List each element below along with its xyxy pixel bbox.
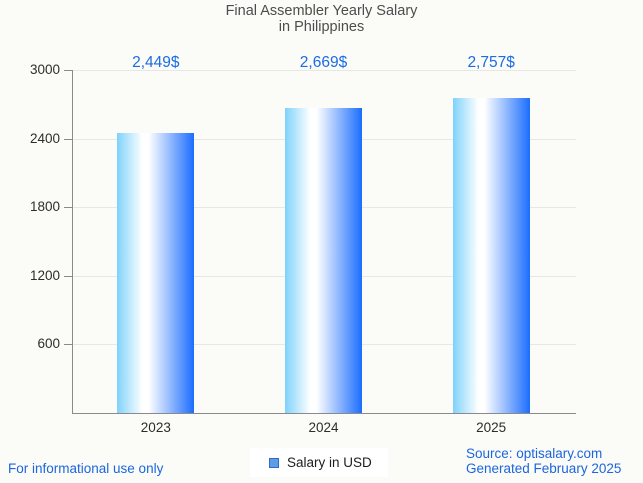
- chart-title: Final Assembler Yearly Salary in Philipp…: [0, 3, 643, 35]
- y-axis-tick: [64, 275, 72, 277]
- chart-title-line2: in Philippines: [278, 18, 365, 35]
- chart-title-line1: Final Assembler Yearly Salary: [225, 3, 418, 19]
- y-axis-label: 1800: [29, 199, 60, 215]
- bar-value-label: 2,449$: [132, 54, 180, 71]
- legend-label: Salary in USD: [287, 455, 372, 470]
- bar-2025: [452, 97, 530, 413]
- y-axis-line: [72, 70, 73, 414]
- generated-date: Generated February 2025: [466, 461, 622, 476]
- x-axis-line: [72, 413, 576, 414]
- y-axis-tick: [64, 344, 72, 346]
- y-axis-label: 600: [37, 336, 60, 352]
- x-axis-label: 2025: [476, 420, 507, 435]
- x-axis-label: 2024: [308, 420, 339, 435]
- y-axis-label: 3000: [29, 62, 60, 77]
- x-axis-label: 2023: [140, 420, 171, 435]
- y-axis-tick: [64, 138, 72, 140]
- bar-value-label: 2,669$: [299, 54, 348, 71]
- bar-value-label: 2,757$: [467, 54, 515, 71]
- y-axis-label: 1200: [29, 267, 60, 283]
- source-block: Source: optisalary.com Generated Februar…: [466, 446, 621, 476]
- y-axis-label: 2400: [29, 130, 60, 146]
- legend[interactable]: Salary in USD: [250, 448, 388, 477]
- bar-2023: [117, 132, 195, 413]
- gridline: [73, 70, 576, 71]
- source-link[interactable]: Source: optisalary.com: [466, 446, 603, 461]
- disclaimer-text: For informational use only: [8, 461, 164, 476]
- y-axis-tick: [64, 207, 72, 209]
- y-axis-tick: [64, 70, 72, 71]
- bar-2024: [285, 107, 362, 413]
- legend-swatch-icon: [269, 457, 279, 468]
